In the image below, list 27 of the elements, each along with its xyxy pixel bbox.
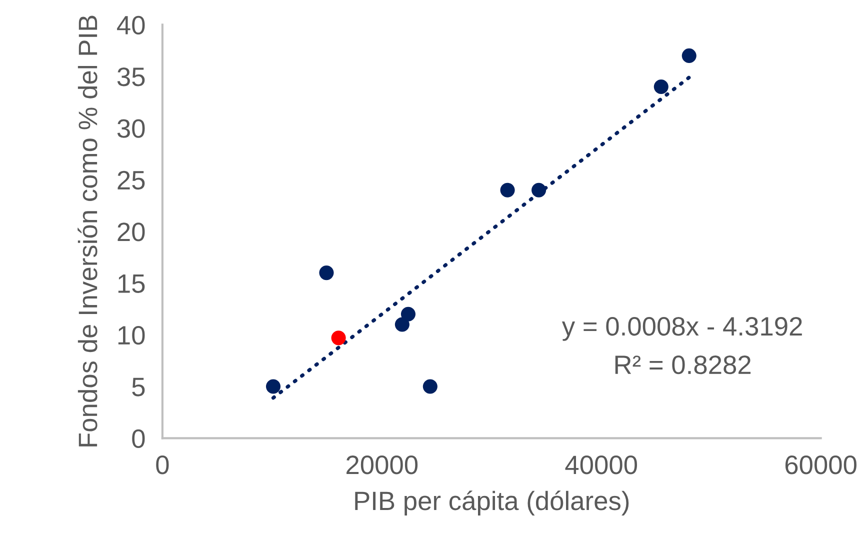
point (654, 79, 668, 94)
point (400, 306, 416, 322)
y-tick-label: 0 (132, 429, 145, 448)
point (319, 266, 334, 280)
point (682, 48, 696, 63)
point (422, 379, 438, 394)
point (500, 182, 515, 198)
y-tick-label: 35 (117, 68, 145, 86)
annotation: y = 0.0008x - 4.3192 (562, 317, 802, 341)
y-tick-label: 10 (118, 326, 145, 345)
y-axis-title: Fondos de Inversión como % del PIB (78, 16, 98, 446)
annotation: R² = 0.8282 (615, 355, 751, 374)
point (532, 182, 546, 198)
y-tick-label: 25 (118, 170, 145, 190)
x-axis-title: PIB per cápita (dólares) (355, 490, 629, 516)
x-tick-label: 40000 (565, 456, 638, 474)
x-tick-label: 60000 (785, 456, 856, 474)
x-tick-label: 20000 (346, 456, 418, 474)
y-tick-label: 40 (117, 16, 145, 35)
y-tick-label: 5 (132, 378, 145, 396)
y-tick-label: 30 (117, 119, 145, 138)
x-tick-label: 0 (156, 456, 169, 474)
point (394, 317, 410, 332)
point (266, 379, 281, 394)
point (331, 330, 346, 346)
y-tick-label: 15 (118, 274, 145, 293)
y-tick-label: 20 (118, 222, 145, 242)
